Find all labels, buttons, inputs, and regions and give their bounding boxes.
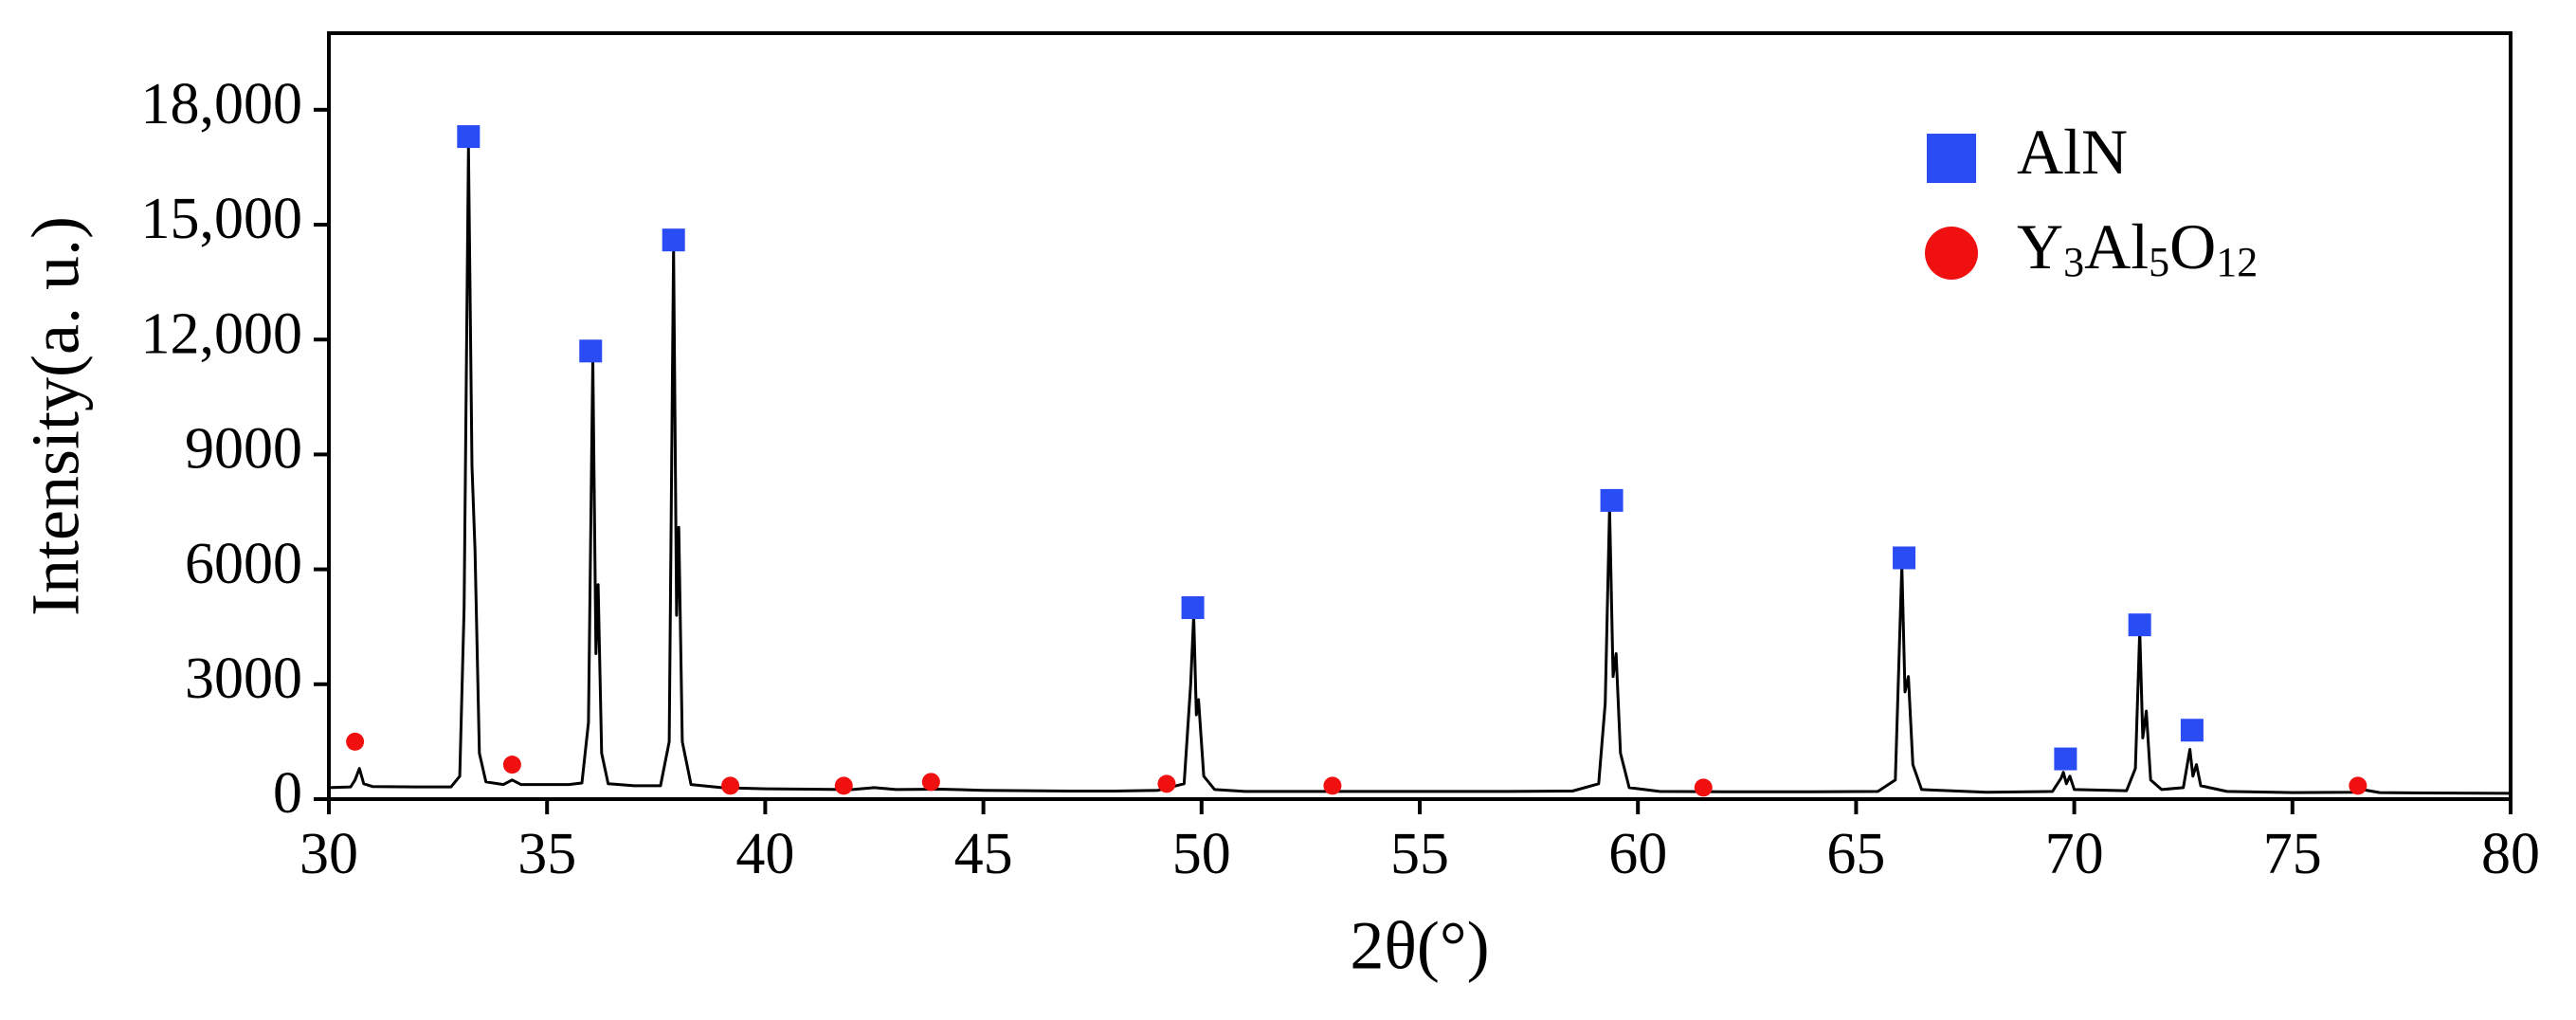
x-tick-label: 30 [299,822,358,886]
legend-label: Y3Al5O12 [2017,210,2258,285]
y-tick-label: 0 [273,761,302,826]
y-tick-label: 12,000 [141,301,303,366]
x-tick-label: 80 [2481,822,2540,886]
phase-marker [834,776,853,795]
phase-marker [2349,776,2367,795]
phase-marker [1157,774,1176,793]
phase-marker [579,339,603,363]
legend-label: AlN [2017,116,2128,188]
y-tick-label: 18,000 [141,72,303,137]
x-tick-label: 65 [1826,822,1885,886]
phase-marker [2128,613,2151,637]
y-tick-label: 9000 [185,417,302,482]
xrd-line [328,146,2512,795]
phase-marker [1893,546,1916,570]
y-tick-label: 15,000 [141,187,303,251]
y-axis-label: Intensity(a. u.) [18,216,94,616]
phase-marker [2054,747,2077,771]
x-tick-label: 75 [2263,822,2322,886]
phase-marker [721,776,740,795]
phase-marker [346,732,365,751]
phase-marker [921,773,940,792]
plot-frame [327,31,2513,801]
legend-marker [1925,227,1978,280]
x-tick-label: 45 [954,822,1013,886]
phase-marker [662,228,685,252]
x-tick-label: 60 [1608,822,1667,886]
phase-marker [1323,776,1342,795]
phase-marker [2180,719,2204,742]
x-tick-label: 70 [2045,822,2104,886]
x-tick-label: 35 [517,822,576,886]
y-tick-label: 3000 [185,647,302,711]
phase-marker [1600,488,1624,512]
phase-marker [1694,778,1713,797]
legend-marker [1927,134,1976,183]
phase-marker [1181,596,1205,619]
phase-marker [457,125,481,149]
phase-marker [502,756,521,774]
x-axis-label: 2θ(°) [1350,908,1489,984]
x-tick-label: 50 [1172,822,1231,886]
y-tick-label: 6000 [185,532,302,596]
x-tick-label: 55 [1390,822,1449,886]
x-tick-label: 40 [735,822,794,886]
